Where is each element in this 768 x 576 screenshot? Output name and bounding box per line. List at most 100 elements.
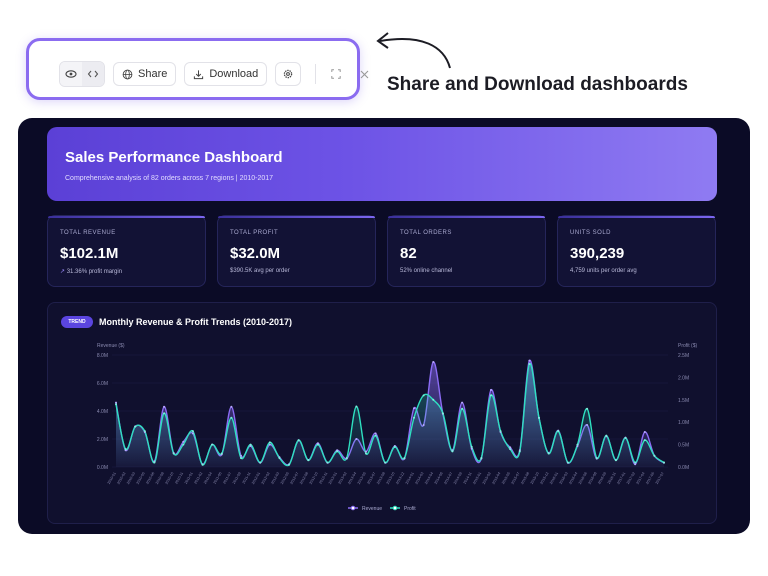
x-tick-label: 2012-08 [299,472,309,485]
profit-point [211,443,214,446]
callout-text: Share and Download dashboards [387,74,688,95]
profit-point [422,394,425,397]
y-tick-label-left: 8.0M [97,353,108,359]
x-tick-label: 2013-05 [357,472,367,485]
x-tick-label: 2013-10 [386,472,396,485]
y-tick-label-right: 0.5M [678,443,689,449]
profit-point [115,403,117,406]
kpi-sub: $390.5K avg per order [230,268,290,274]
download-icon [194,69,204,79]
kpi-value: 82 [400,245,417,262]
y-tick-label-left: 0.0M [97,465,108,471]
profit-point [374,434,377,437]
download-label: Download [209,68,259,80]
x-tick-label: 2012-03 [270,472,280,485]
profit-point [653,454,656,457]
profit-point [163,412,166,415]
x-tick-label: 2011-09 [232,471,242,484]
x-tick-label: 2015-08 [520,472,530,485]
y-tick-label-right: 2.0M [678,375,689,381]
x-tick-label: 2016-01 [549,472,559,485]
x-tick-label: 2014-11 [463,471,473,484]
profit-point [191,430,194,433]
x-tick-label: 2015-01 [472,472,482,485]
profit-point [624,436,627,439]
profit-point [336,450,339,453]
profit-point [326,461,329,464]
revenue-point [374,432,377,435]
settings-icon [284,69,293,79]
revenue-point [461,401,464,404]
x-tick-label: 2016-09 [597,472,607,485]
dashboard-subtitle: Comprehensive analysis of 82 orders acro… [65,175,274,182]
profit-point [288,463,291,466]
x-tick-label: 2015-02 [482,472,492,485]
x-tick-label: 2012-05 [280,472,290,485]
x-tick-label: 2012-01 [251,472,261,485]
revenue-point [355,438,358,440]
profit-point [249,443,252,446]
profit-point [518,450,521,453]
view-toggle [59,61,105,87]
revenue-point [182,440,185,443]
kpi-card-profit: TOTAL PROFIT $32.0M $390.5K avg per orde… [217,215,376,287]
eye-icon[interactable] [60,62,82,86]
y-tick-label-right: 1.5M [678,398,689,404]
x-tick-label: 2017-01 [616,472,626,485]
revenue-point [528,359,531,362]
profit-point [403,457,406,460]
profit-point [480,457,483,460]
settings-button[interactable] [275,62,302,86]
y-axis-label-left: Revenue ($) [97,343,125,349]
revenue-point [634,463,637,466]
share-label: Share [138,68,168,80]
profit-point [499,430,502,433]
trend-chart: Revenue ($) Profit ($) 0.0M 2.0M 4.0M 6.0M 8.0… [97,343,698,512]
x-tick-label: 2012-02 [261,472,271,485]
profit-point [201,463,204,466]
x-tick-label: 2016-11 [607,471,617,484]
profit-point [268,441,271,444]
legend-label-profit: Profit [404,506,416,512]
x-tick-label: 2013-02 [338,472,348,485]
download-button[interactable]: Download [184,62,268,86]
profit-point [134,425,137,428]
profit-point [230,416,233,419]
kpi-sub: 4,759 units per order avg [570,268,637,274]
y-tick-label-left: 4.0M [97,409,108,415]
x-tick-label: 2010-08 [155,472,165,485]
legend-marker-profit [392,505,398,511]
profit-point [364,452,367,455]
profit-point [441,412,444,415]
profit-point [586,407,589,410]
close-icon[interactable] [356,66,372,82]
revenue-point [643,431,646,433]
x-tick-label: 2013-08 [376,472,386,485]
profit-point [182,443,185,446]
x-tick-label: 2011-02 [193,471,203,484]
profit-point [432,398,435,401]
x-tick-label: 2014-03 [414,472,424,485]
expand-icon[interactable] [328,66,344,82]
profit-point [557,430,560,433]
code-icon[interactable] [82,62,104,86]
kpi-value: 390,239 [570,245,625,262]
profit-point [643,439,646,442]
x-tick-label: 2013-01 [328,472,338,485]
profit-point [153,461,156,464]
profit-point [297,439,300,442]
x-tick-label: 2014-01 [405,472,415,485]
revenue-point [364,450,367,453]
x-tick-label: 2012-11 [318,471,328,484]
y-tick-label-right: 2.5M [678,353,689,359]
x-tick-label: 2015-10 [530,472,540,485]
profit-point [413,416,416,419]
y-tick-label-left: 6.0M [97,381,108,387]
profit-point [239,457,242,460]
profit-point [259,461,262,464]
x-tick-label: 2012-10 [309,472,319,485]
y-tick-label-right: 0.0M [678,465,689,471]
share-button[interactable]: Share [113,62,177,86]
x-tick-label: 2016-03 [559,472,569,485]
dashboard-header: Sales Performance Dashboard Comprehensiv… [47,127,717,201]
